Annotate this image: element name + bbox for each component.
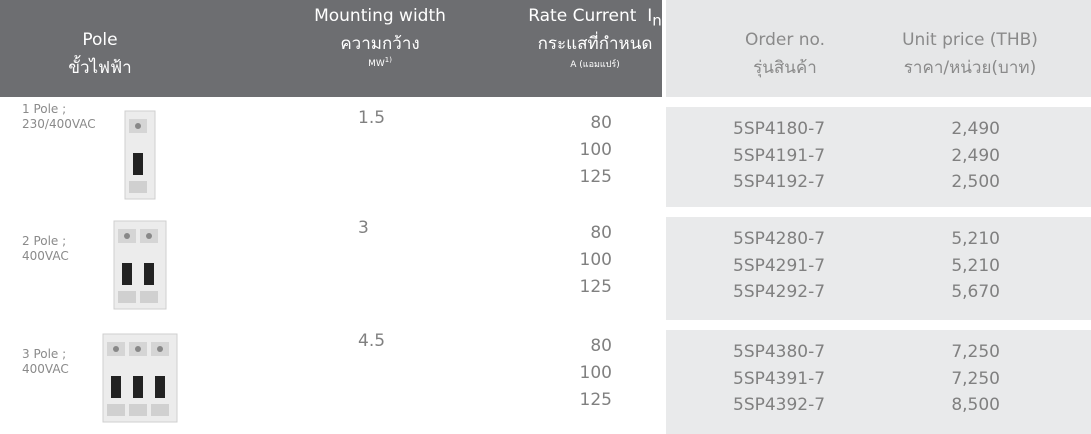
unit-price: 7,250 [900, 369, 1000, 389]
order-no: 5SP4380-7 [733, 342, 825, 362]
header-mounting-th: ความกว้าง [280, 30, 480, 57]
header-current: Rate Current In [495, 6, 695, 29]
mounting-width: 4.5 [358, 331, 385, 351]
pole-label: 400VAC [22, 249, 69, 264]
unit-price: 7,250 [900, 342, 1000, 362]
header-pole: Pole [0, 30, 200, 50]
rate-current: 80 [540, 223, 612, 243]
header-mounting: Mounting width [280, 6, 480, 26]
unit-price: 2,490 [900, 119, 1000, 139]
rate-current: 125 [540, 167, 612, 187]
row-panel [666, 107, 1091, 207]
header-price-th: ราคา/หน่วย(บาท) [870, 54, 1070, 81]
unit-price: 8,500 [900, 395, 1000, 415]
order-no: 5SP4392-7 [733, 395, 825, 415]
order-no: 5SP4192-7 [733, 172, 825, 192]
pole-label: 230/400VAC [22, 117, 96, 132]
unit-price: 5,670 [900, 282, 1000, 302]
header-mounting-unit: MW1) [280, 56, 480, 69]
order-no: 5SP4292-7 [733, 282, 825, 302]
header-pole-th: ขั้วไฟฟ้า [0, 54, 200, 81]
order-no: 5SP4191-7 [733, 146, 825, 166]
header-current-unit: A (แอมแปร์) [495, 57, 695, 71]
order-no: 5SP4291-7 [733, 256, 825, 276]
product-image [101, 324, 179, 424]
page: {"header": { "pole": ["Pole", "ขั้วไฟฟ้า… [0, 0, 1091, 434]
unit: MW [368, 59, 385, 69]
row-panel [666, 217, 1091, 320]
rate-current: 80 [540, 113, 612, 133]
row-panel [666, 330, 1091, 434]
note: 1) [385, 56, 392, 64]
mounting-width: 1.5 [358, 108, 385, 128]
unit-price: 5,210 [900, 229, 1000, 249]
mounting-width: 3 [358, 218, 369, 238]
header-order-th: รุ่นสินค้า [690, 54, 880, 81]
product-image [112, 211, 168, 311]
rate-current: 80 [540, 336, 612, 356]
rate-current: 100 [540, 140, 612, 160]
rate-current: 125 [540, 390, 612, 410]
header-order: Order no. [690, 30, 880, 50]
product-image [123, 101, 157, 201]
pole-label: 1 Pole ; [22, 102, 66, 117]
rate-current: 125 [540, 277, 612, 297]
order-no: 5SP4280-7 [733, 229, 825, 249]
pole-label: 3 Pole ; [22, 347, 66, 362]
rate-current: 100 [540, 250, 612, 270]
pole-label: 400VAC [22, 362, 69, 377]
order-no: 5SP4391-7 [733, 369, 825, 389]
order-no: 5SP4180-7 [733, 119, 825, 139]
header-price: Unit price (THB) [870, 30, 1070, 50]
header-current-th: กระแสที่กำหนด [495, 30, 695, 57]
pole-label: 2 Pole ; [22, 234, 66, 249]
rate-current: 100 [540, 363, 612, 383]
current-label: Rate Current I [528, 6, 652, 26]
current-sub: n [652, 11, 662, 29]
unit-price: 2,490 [900, 146, 1000, 166]
unit-price: 2,500 [900, 172, 1000, 192]
unit-price: 5,210 [900, 256, 1000, 276]
